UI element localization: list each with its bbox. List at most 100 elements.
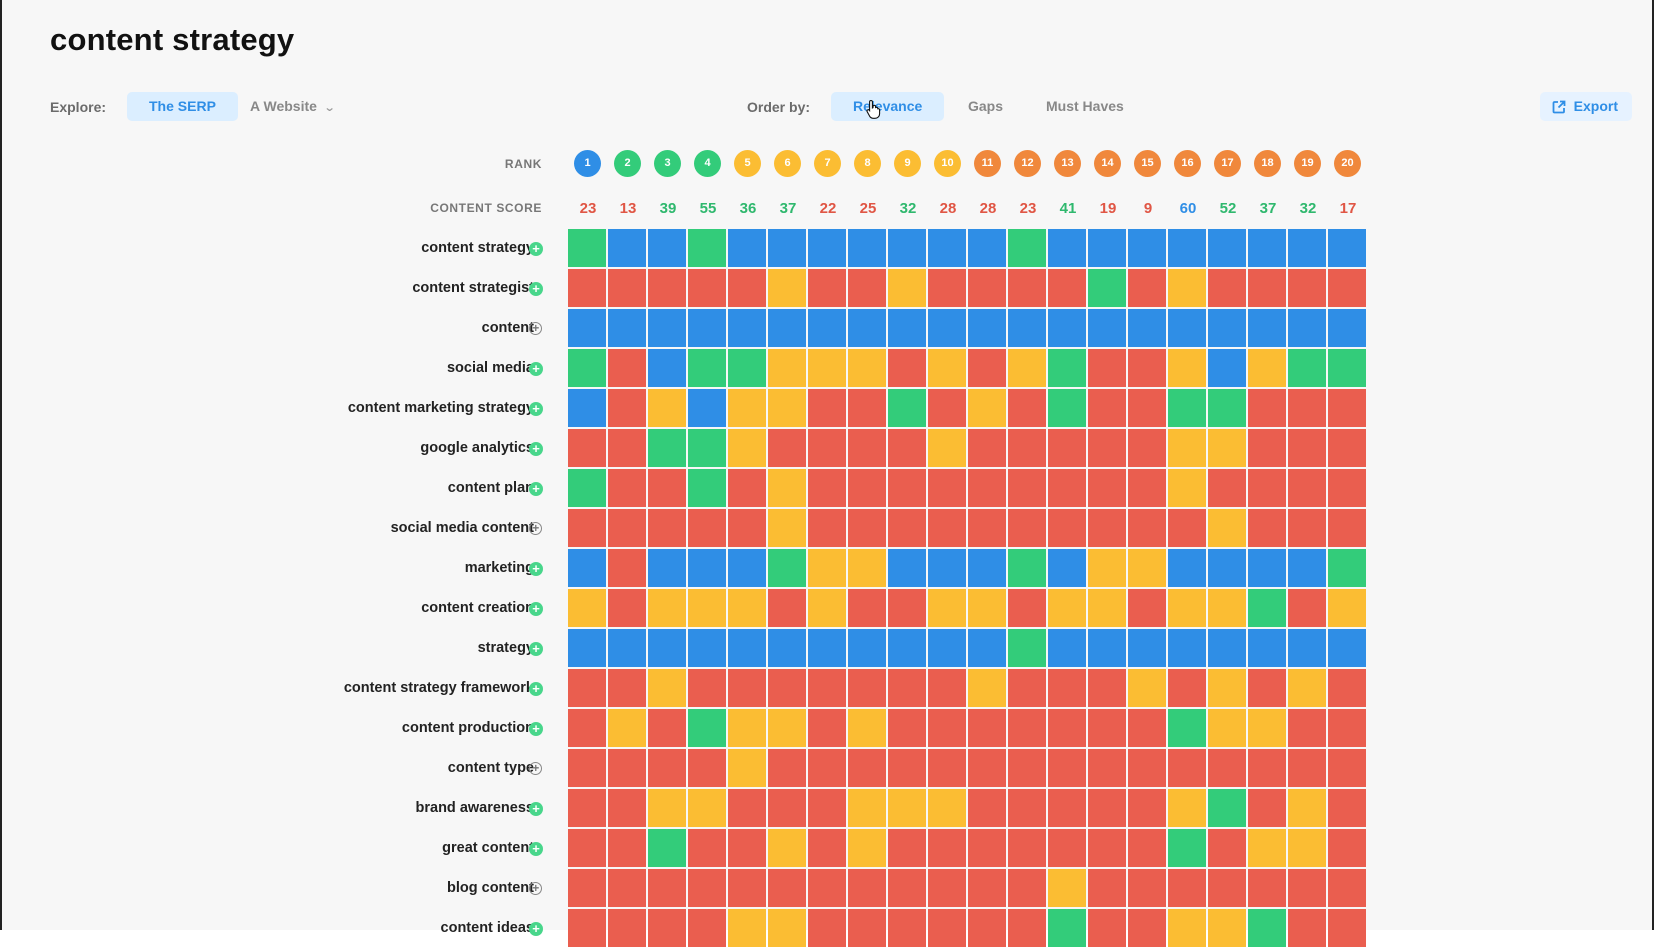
coverage-cell[interactable] [608,629,646,667]
coverage-cell[interactable] [1208,629,1246,667]
coverage-cell[interactable] [848,349,886,387]
coverage-cell[interactable] [928,469,966,507]
coverage-cell[interactable] [1048,669,1086,707]
coverage-cell[interactable] [888,469,926,507]
coverage-cell[interactable] [1328,909,1366,947]
coverage-cell[interactable] [1248,229,1286,267]
coverage-cell[interactable] [1288,389,1326,427]
coverage-cell[interactable] [968,509,1006,547]
added-plus-icon[interactable]: + [529,922,543,936]
coverage-cell[interactable] [848,469,886,507]
coverage-cell[interactable] [728,269,766,307]
coverage-cell[interactable] [1168,469,1206,507]
coverage-cell[interactable] [808,829,846,867]
coverage-cell[interactable] [1088,669,1126,707]
coverage-cell[interactable] [1248,869,1286,907]
rank-badge[interactable]: 10 [934,150,961,177]
coverage-cell[interactable] [928,629,966,667]
coverage-cell[interactable] [808,269,846,307]
coverage-cell[interactable] [648,589,686,627]
coverage-cell[interactable] [648,549,686,587]
coverage-cell[interactable] [1128,389,1166,427]
coverage-cell[interactable] [808,509,846,547]
coverage-cell[interactable] [728,629,766,667]
added-plus-icon[interactable]: + [529,562,543,576]
coverage-cell[interactable] [1048,589,1086,627]
coverage-cell[interactable] [1208,309,1246,347]
coverage-cell[interactable] [928,749,966,787]
coverage-cell[interactable] [648,789,686,827]
coverage-cell[interactable] [1048,829,1086,867]
coverage-cell[interactable] [808,709,846,747]
coverage-cell[interactable] [1208,829,1246,867]
coverage-cell[interactable] [688,629,726,667]
coverage-cell[interactable] [768,389,806,427]
coverage-cell[interactable] [608,349,646,387]
coverage-cell[interactable] [888,229,926,267]
coverage-cell[interactable] [568,669,606,707]
coverage-cell[interactable] [848,909,886,947]
coverage-cell[interactable] [1008,389,1046,427]
coverage-cell[interactable] [808,389,846,427]
coverage-cell[interactable] [568,629,606,667]
coverage-cell[interactable] [1328,509,1366,547]
coverage-cell[interactable] [1288,869,1326,907]
coverage-cell[interactable] [768,429,806,467]
coverage-cell[interactable] [608,469,646,507]
coverage-cell[interactable] [608,509,646,547]
coverage-cell[interactable] [1328,829,1366,867]
coverage-cell[interactable] [928,669,966,707]
coverage-cell[interactable] [888,429,926,467]
coverage-cell[interactable] [848,669,886,707]
coverage-cell[interactable] [1008,269,1046,307]
coverage-cell[interactable] [1328,549,1366,587]
coverage-cell[interactable] [1168,909,1206,947]
coverage-cell[interactable] [768,269,806,307]
coverage-cell[interactable] [1088,829,1126,867]
coverage-cell[interactable] [1328,389,1366,427]
coverage-cell[interactable] [768,869,806,907]
coverage-cell[interactable] [848,309,886,347]
coverage-cell[interactable] [1328,309,1366,347]
coverage-cell[interactable] [648,269,686,307]
coverage-cell[interactable] [968,229,1006,267]
rank-badge[interactable]: 1 [574,150,601,177]
coverage-cell[interactable] [1048,389,1086,427]
coverage-cell[interactable] [1328,269,1366,307]
coverage-cell[interactable] [728,709,766,747]
coverage-cell[interactable] [928,429,966,467]
coverage-cell[interactable] [888,589,926,627]
coverage-cell[interactable] [848,389,886,427]
rank-badge[interactable]: 14 [1094,150,1121,177]
coverage-cell[interactable] [1208,749,1246,787]
coverage-cell[interactable] [928,229,966,267]
coverage-cell[interactable] [688,589,726,627]
coverage-cell[interactable] [768,749,806,787]
coverage-cell[interactable] [1248,709,1286,747]
coverage-cell[interactable] [1008,829,1046,867]
coverage-cell[interactable] [1208,789,1246,827]
coverage-cell[interactable] [888,549,926,587]
coverage-cell[interactable] [848,629,886,667]
order-relevance-tab[interactable]: Relevance [831,92,945,121]
rank-badge[interactable]: 3 [654,150,681,177]
coverage-cell[interactable] [568,349,606,387]
coverage-cell[interactable] [568,709,606,747]
coverage-cell[interactable] [1168,829,1206,867]
coverage-cell[interactable] [1328,349,1366,387]
coverage-cell[interactable] [648,429,686,467]
coverage-cell[interactable] [688,229,726,267]
coverage-cell[interactable] [1128,229,1166,267]
coverage-cell[interactable] [1048,709,1086,747]
coverage-cell[interactable] [1288,629,1326,667]
coverage-cell[interactable] [848,869,886,907]
coverage-cell[interactable] [688,269,726,307]
coverage-cell[interactable] [888,509,926,547]
coverage-cell[interactable] [848,549,886,587]
coverage-cell[interactable] [688,869,726,907]
coverage-cell[interactable] [1248,629,1286,667]
coverage-cell[interactable] [568,589,606,627]
rank-badge[interactable]: 19 [1294,150,1321,177]
coverage-cell[interactable] [1128,309,1166,347]
coverage-cell[interactable] [728,869,766,907]
